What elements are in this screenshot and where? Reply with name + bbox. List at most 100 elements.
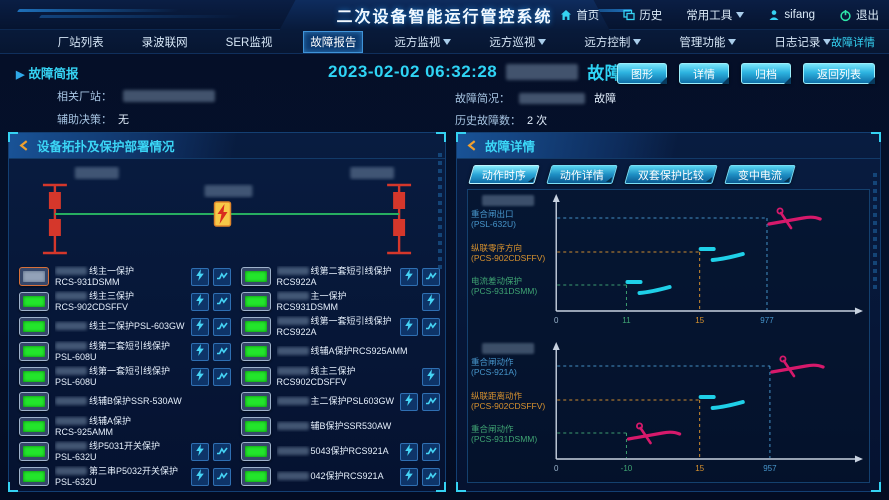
device-actions	[400, 267, 441, 286]
graph-button[interactable]: 图形	[617, 63, 667, 84]
device-column-2: 线第二套短引线保护 RCS922A 主一保护 RCS931DSMM 线第一套短引线保护 R…	[240, 264, 443, 489]
device-status-icon	[240, 342, 271, 361]
redacted-prefix	[55, 367, 87, 375]
fault-current-button[interactable]	[190, 317, 209, 336]
header-link-5[interactable]: 退出	[839, 7, 879, 23]
waveform-button[interactable]	[422, 317, 441, 336]
waveform-button[interactable]	[212, 317, 231, 336]
waveform-button[interactable]	[212, 342, 231, 361]
device-name: 线P5031开关保护 PSL-632U	[55, 441, 185, 462]
nav-item-7[interactable]: 远方控制	[578, 32, 647, 52]
fault-current-button[interactable]	[422, 292, 441, 311]
waveform-button[interactable]	[212, 367, 231, 386]
device-item[interactable]: 线辅A保护 RCS-925AMM	[19, 414, 233, 439]
device-item[interactable]: 线主一保护 RCS-931DSMM	[19, 264, 233, 289]
nav-item-9[interactable]: 日志记录	[768, 32, 837, 52]
tab-1[interactable]: 动作时序	[468, 165, 540, 184]
nav-item-8[interactable]: 管理功能	[673, 32, 742, 52]
device-item[interactable]: 线主三保护 RCS902CDSFFV	[240, 364, 443, 389]
device-status-icon	[240, 392, 271, 411]
device-name-line1: 线主一保护	[55, 266, 185, 277]
header-link-4[interactable]: sifang	[768, 9, 815, 21]
device-item[interactable]: 042保护RCS921A	[240, 464, 443, 489]
waveform-button[interactable]	[212, 267, 231, 286]
device-item[interactable]: 线P5031开关保护 PSL-632U	[19, 439, 233, 464]
device-item[interactable]: 主二保护PSL603GW	[240, 389, 443, 414]
device-item[interactable]: 线第二套短引线保护 RCS922A	[240, 264, 443, 289]
device-name: 主一保护 RCS931DSMM	[276, 291, 417, 312]
fault-current-button[interactable]	[400, 317, 419, 336]
waveform-button[interactable]	[212, 292, 231, 311]
device-item[interactable]: 线主二保护PSL-603GW	[19, 314, 233, 339]
fault-current-button[interactable]	[190, 442, 209, 461]
device-item[interactable]: 线第一套短引线保护 RCS922A	[240, 314, 443, 339]
tab-3[interactable]: 双套保护比较	[624, 165, 718, 184]
detail-button[interactable]: 详情	[679, 63, 729, 84]
nav-item-5[interactable]: 远方监视	[388, 32, 457, 52]
nav-item-2[interactable]: 录波联网	[136, 32, 194, 52]
nav-item-3[interactable]: SER监视	[220, 32, 279, 52]
device-item[interactable]: 线辅A保护RCS925AMM	[240, 339, 443, 364]
back-to-list-button[interactable]: 返回列表	[803, 63, 875, 84]
nav-item-6[interactable]: 远方巡视	[483, 32, 552, 52]
device-item[interactable]: 第三串P5032开关保护 PSL-632U	[19, 464, 233, 489]
device-item[interactable]: 主一保护 RCS931DSMM	[240, 289, 443, 314]
fault-current-button[interactable]	[190, 267, 209, 286]
device-status-icon	[240, 292, 271, 311]
tab-4[interactable]: 变中电流	[724, 165, 796, 184]
device-screen	[244, 371, 267, 382]
device-item[interactable]: 线第二套短引线保护 PSL-608U	[19, 339, 233, 364]
timeline-charts-box: 0 重合闸出口 (PSL-632U) 977 纵联零序方向 (PCS-902CDSFFV)…	[467, 189, 870, 483]
corner-decoration	[871, 132, 881, 142]
device-status-icon	[19, 267, 49, 286]
topology-panel: 设备拓扑及保护部署情况	[8, 132, 446, 492]
device-item[interactable]: 5043保护RCS921A	[240, 439, 443, 464]
edge-decoration	[438, 153, 442, 273]
fault-detail-link[interactable]: 故障详情	[831, 37, 875, 49]
waveform-button[interactable]	[422, 267, 441, 286]
nav-item-1[interactable]: 厂站列表	[52, 32, 110, 52]
redacted-chart-label	[482, 195, 535, 206]
device-item[interactable]: 辅B保护SSR530AW	[240, 414, 443, 439]
topology-panel-title: 设备拓扑及保护部署情况	[37, 140, 175, 154]
wave-icon	[216, 319, 228, 334]
device-name-line1: 第三串P5032开关保护	[55, 466, 185, 477]
bolt-icon	[195, 369, 205, 384]
device-actions	[190, 342, 231, 361]
arrow-left-icon	[19, 140, 28, 151]
fault-current-button[interactable]	[422, 367, 441, 386]
header-link-2[interactable]: 历史	[623, 7, 662, 23]
device-model: RCS922A	[276, 326, 317, 337]
header-link-label: sifang	[784, 9, 815, 21]
device-model: PSL-608U	[55, 351, 97, 362]
device-model: RCS-931DSMM	[55, 276, 120, 287]
waveform-button[interactable]	[422, 392, 441, 411]
device-item[interactable]: 线第一套短引线保护 PSL-608U	[19, 364, 233, 389]
fault-current-button[interactable]	[400, 267, 419, 286]
archive-button[interactable]: 归档	[741, 63, 791, 84]
device-screen	[23, 296, 45, 307]
fault-current-button[interactable]	[190, 467, 209, 486]
device-item[interactable]: 线主三保护 RCS-902CDSFFV	[19, 289, 233, 314]
device-model: RCS931DSMM	[276, 301, 339, 312]
svg-text:(PCS-931DSMM): (PCS-931DSMM)	[471, 286, 537, 296]
waveform-button[interactable]	[212, 442, 231, 461]
fault-current-button[interactable]	[400, 392, 419, 411]
header-link-1[interactable]: 首页	[560, 7, 599, 23]
home-icon	[560, 9, 572, 21]
fault-current-button[interactable]	[190, 367, 209, 386]
fault-current-button[interactable]	[190, 292, 209, 311]
device-name-line1: 042保护RCS921A	[276, 471, 395, 482]
waveform-button[interactable]	[422, 442, 441, 461]
header-link-3[interactable]: 常用工具	[686, 7, 745, 23]
fault-current-button[interactable]	[190, 342, 209, 361]
wave-icon	[425, 444, 437, 459]
nav-item-4[interactable]: 故障报告	[303, 30, 364, 53]
device-actions	[400, 442, 441, 461]
fault-current-button[interactable]	[400, 442, 419, 461]
tab-2[interactable]: 动作详情	[546, 165, 618, 184]
waveform-button[interactable]	[422, 467, 441, 486]
waveform-button[interactable]	[212, 467, 231, 486]
fault-current-button[interactable]	[400, 467, 419, 486]
device-item[interactable]: 线辅B保护SSR-530AW	[19, 389, 233, 414]
